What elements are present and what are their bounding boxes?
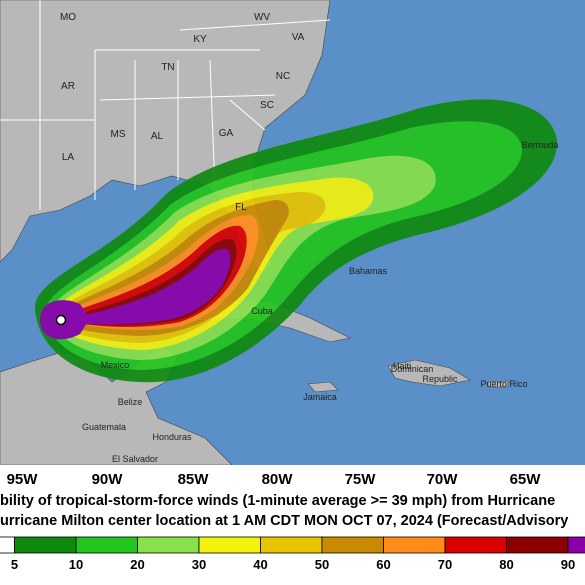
state-label: AR [61,81,75,92]
place-label: Haiti [393,361,411,371]
state-borders [0,0,331,210]
legend-swatch [14,536,77,554]
state-label: KY [193,34,207,45]
place-label: El Salvador [112,454,158,464]
legend-label: 90 [561,557,575,572]
probability-swath [35,99,558,383]
legend-swatch [0,536,15,554]
state-label: MS [111,129,126,140]
state-label: AL [151,131,164,142]
state-label: WV [254,12,270,23]
state-label: LA [62,152,75,163]
legend-label: 50 [315,557,329,572]
longitude-label: 90W [92,471,124,488]
place-label: Bahamas [349,266,388,276]
caption-line: bility of tropical-storm-force winds (1-… [0,493,555,509]
place-label: Bermuda [522,140,559,150]
land-hispaniola [387,359,471,387]
legend-label: 20 [130,557,144,572]
place-label: Honduras [152,432,192,442]
legend-swatch [506,536,569,554]
state-label: SC [260,100,274,111]
state-label: MO [60,12,76,23]
legend-swatch [260,536,323,554]
legend-swatch [383,536,446,554]
legend-label: 70 [438,557,452,572]
footer-bg [0,465,585,585]
longitude-label: 80W [262,471,294,488]
legend-label: 30 [192,557,206,572]
place-label: Guatemala [82,422,126,432]
legend-label: 40 [253,557,267,572]
land-jamaica [307,381,339,393]
state-label: FL [235,202,247,213]
legend-swatch [567,536,585,554]
longitude-label: 70W [427,471,459,488]
place-label: Dominican [391,364,434,374]
legend-swatch [75,536,138,554]
legend-label: 60 [376,557,390,572]
place-label: Belize [118,397,143,407]
legend-swatch [198,536,261,554]
legend-label: 10 [69,557,83,572]
longitude-label: 85W [178,471,210,488]
place-label: Mexico [101,360,130,370]
swath-band [64,248,231,325]
caption-line: urricane Milton center location at 1 AM … [0,513,568,529]
land-puertorico [487,380,509,388]
legend-swatch [137,536,200,554]
place-label: Republic [422,374,458,384]
legend-label: 80 [499,557,513,572]
state-label: VA [292,32,305,43]
state-label: TN [161,62,174,73]
storm-center [55,314,67,326]
legend-swatch [444,536,507,554]
longitude-label: 95W [7,471,39,488]
place-label: Jamaica [303,392,337,402]
state-label: NC [276,71,290,82]
legend-label: 5 [11,557,18,572]
place-label: Cuba [251,306,273,316]
place-label: Puerto Rico [480,379,527,389]
state-label: GA [219,128,234,139]
longitude-label: 65W [510,471,542,488]
longitude-label: 75W [345,471,377,488]
legend-swatch [321,536,384,554]
